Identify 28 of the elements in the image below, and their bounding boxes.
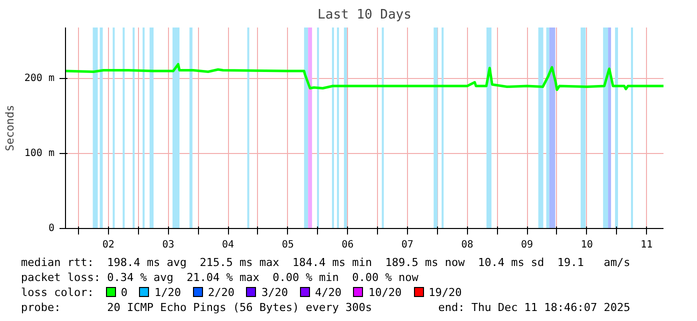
x-tick-label: 10: [580, 240, 593, 250]
legend-label: 1/20: [154, 286, 181, 299]
legend-label: 3/20: [261, 286, 288, 299]
x-tick-label: 06: [342, 240, 354, 250]
legend-label: 4/20: [314, 286, 342, 299]
text: end: Thu Dec 11 18:46:07 2025: [438, 300, 630, 315]
text: packet loss: 0.34 % avg 21.04 % max 0.00 % min 0.00 % now: [21, 270, 420, 285]
x-tick-label: 09: [521, 240, 534, 250]
legend-label: 0: [120, 286, 128, 299]
x-tick-label: 11: [640, 240, 653, 250]
legend-label: 10/20: [368, 286, 402, 299]
x-tick-label: 08: [461, 240, 474, 250]
y-axis-title: Seconds: [3, 104, 16, 152]
y-tick-label: 100 m: [24, 148, 55, 159]
x-tick-label: 03: [162, 240, 174, 250]
legend-label: 2/20: [208, 286, 234, 299]
x-tick-label: 07: [401, 240, 414, 250]
x-tick-label: 02: [102, 240, 114, 250]
chart-title: Last 10 Days: [318, 8, 412, 22]
x-tick-label: 05: [282, 240, 294, 250]
legend-label: 19/20: [428, 286, 462, 299]
text: median rtt: 198.4 ms avg 215.5 ms max 184.4 ms min 189.5 ms now 10.4 ms sd 19.1 am/s: [21, 255, 630, 270]
legend-title: loss color:: [21, 286, 94, 299]
y-tick-label: 200 m: [24, 73, 55, 84]
y-tick-label: 0: [48, 223, 55, 234]
line-series: [66, 63, 664, 91]
text: probe: 20 ICMP Echo Pings (56 Bytes) every 300s: [21, 301, 372, 314]
x-tick-label: 04: [222, 240, 234, 250]
